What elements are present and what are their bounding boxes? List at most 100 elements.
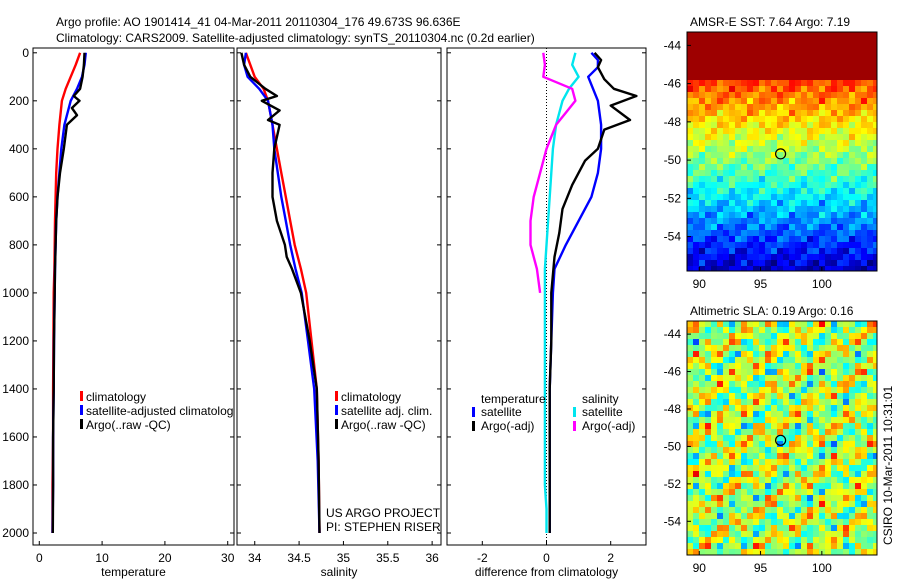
map-cell [825, 188, 831, 194]
map-cell [783, 32, 789, 38]
map-cell [777, 429, 783, 435]
map-cell [819, 531, 825, 537]
map-cell [771, 32, 777, 38]
map-cell [771, 164, 777, 170]
map-cell [849, 164, 855, 170]
map-cell [747, 357, 753, 363]
y-tick-label: 1000 [2, 286, 29, 300]
map-cell [741, 375, 747, 381]
map-cell [729, 260, 735, 266]
map-cell [759, 387, 765, 393]
map-cell [825, 477, 831, 483]
map-cell [813, 230, 819, 236]
map-cell [735, 32, 741, 38]
map-cell [687, 218, 693, 224]
map-cell [855, 104, 861, 110]
map-cell [831, 453, 837, 459]
map-cell [693, 525, 699, 531]
map-cell [819, 405, 825, 411]
map-cell [855, 549, 861, 555]
map-cell [801, 489, 807, 495]
map-cell [765, 158, 771, 164]
map-cell [747, 483, 753, 489]
map-cell [849, 435, 855, 441]
map-cell [819, 525, 825, 531]
map-cell [699, 170, 705, 176]
map-cell [723, 224, 729, 230]
map-cell [813, 537, 819, 543]
map-cell [819, 86, 825, 92]
map-cell [771, 351, 777, 357]
map-cell [699, 471, 705, 477]
map-cell [693, 200, 699, 206]
map-cell [807, 447, 813, 453]
map-cell [789, 507, 795, 513]
map-cell [747, 417, 753, 423]
map-cell [831, 399, 837, 405]
map-cell [771, 417, 777, 423]
legend-title-temperature: temperature [481, 392, 546, 406]
map-cell [825, 128, 831, 134]
map-cell [843, 501, 849, 507]
map-cell [807, 152, 813, 158]
map-cell [783, 369, 789, 375]
map-cell [813, 501, 819, 507]
map-cell [741, 176, 747, 182]
map-cell [759, 134, 765, 140]
map-cell [693, 435, 699, 441]
map-cell [837, 321, 843, 327]
map-cell [771, 98, 777, 104]
map-cell [753, 74, 759, 80]
map-cell [807, 351, 813, 357]
map-cell [849, 357, 855, 363]
map-cell [741, 471, 747, 477]
map-cell [873, 543, 877, 549]
map-cell [729, 411, 735, 417]
map-cell [735, 363, 741, 369]
map-cell [705, 531, 711, 537]
map-cell [729, 230, 735, 236]
map-cell [729, 128, 735, 134]
map-cell [711, 399, 717, 405]
legend-swatch [472, 421, 475, 431]
map-cell [813, 194, 819, 200]
map-cell [813, 345, 819, 351]
map-cell [765, 345, 771, 351]
map-cell [759, 140, 765, 146]
map-cell [837, 56, 843, 62]
map-cell [807, 345, 813, 351]
map-cell [807, 68, 813, 74]
map-cell [873, 86, 877, 92]
plot-frame [236, 47, 442, 546]
map-cell [711, 254, 717, 260]
map-cell [687, 134, 693, 140]
map-cell [747, 489, 753, 495]
map-cell [831, 549, 837, 555]
map-cell [777, 519, 783, 525]
map-cell [831, 86, 837, 92]
map-cell [795, 465, 801, 471]
map-cell [705, 345, 711, 351]
map-cell [741, 116, 747, 122]
map-cell [759, 104, 765, 110]
map-cell [825, 134, 831, 140]
map-cell [861, 236, 867, 242]
map-cell [759, 206, 765, 212]
map-cell [729, 543, 735, 549]
map-cell [699, 248, 705, 254]
map-cell [855, 537, 861, 543]
map-cell [687, 104, 693, 110]
map-cell [873, 212, 877, 218]
map-cell [753, 549, 759, 555]
map-cell [705, 140, 711, 146]
map-cell [873, 248, 877, 254]
map-cell [867, 441, 873, 447]
map-cell [765, 525, 771, 531]
x-tick-label: 30 [221, 551, 235, 565]
map-cell [843, 333, 849, 339]
map-cell [789, 423, 795, 429]
map-cell [771, 260, 777, 266]
map-cell [747, 537, 753, 543]
map-cell [783, 122, 789, 128]
map-cell [723, 495, 729, 501]
